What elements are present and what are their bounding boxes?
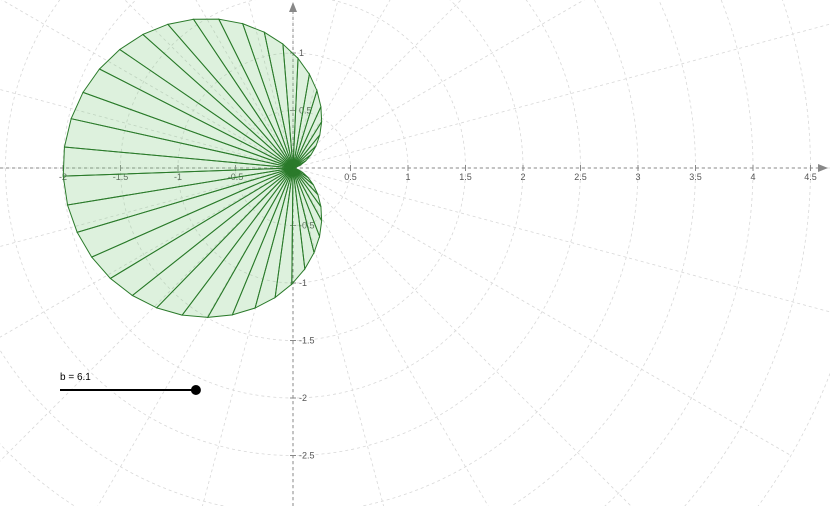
slider-thumb[interactable] (191, 385, 201, 395)
x-tick-label: 1 (405, 172, 410, 182)
cardioid-sectors (63, 19, 321, 317)
slider-label: b = 6.1 (60, 372, 91, 383)
x-tick-label: 4.5 (804, 172, 817, 182)
polar-plot: -2-1.5-1-0.50.511.522.533.544.5-2.5-2-1.… (0, 0, 830, 506)
x-tick-label: 3.5 (689, 172, 702, 182)
y-tick-label: -2 (299, 393, 307, 403)
y-tick-label: -2.5 (299, 451, 315, 461)
y-tick-label: 1 (299, 48, 304, 58)
x-tick-label: 1.5 (459, 172, 472, 182)
x-tick-label: 2 (520, 172, 525, 182)
param-slider[interactable]: b = 6.1 (60, 372, 201, 395)
x-tick-label: 2.5 (574, 172, 587, 182)
y-tick-label: -1.5 (299, 336, 315, 346)
y-tick-label: -1 (299, 278, 307, 288)
x-tick-label: 0.5 (344, 172, 357, 182)
x-tick-label: 3 (635, 172, 640, 182)
x-tick-label: 4 (750, 172, 755, 182)
